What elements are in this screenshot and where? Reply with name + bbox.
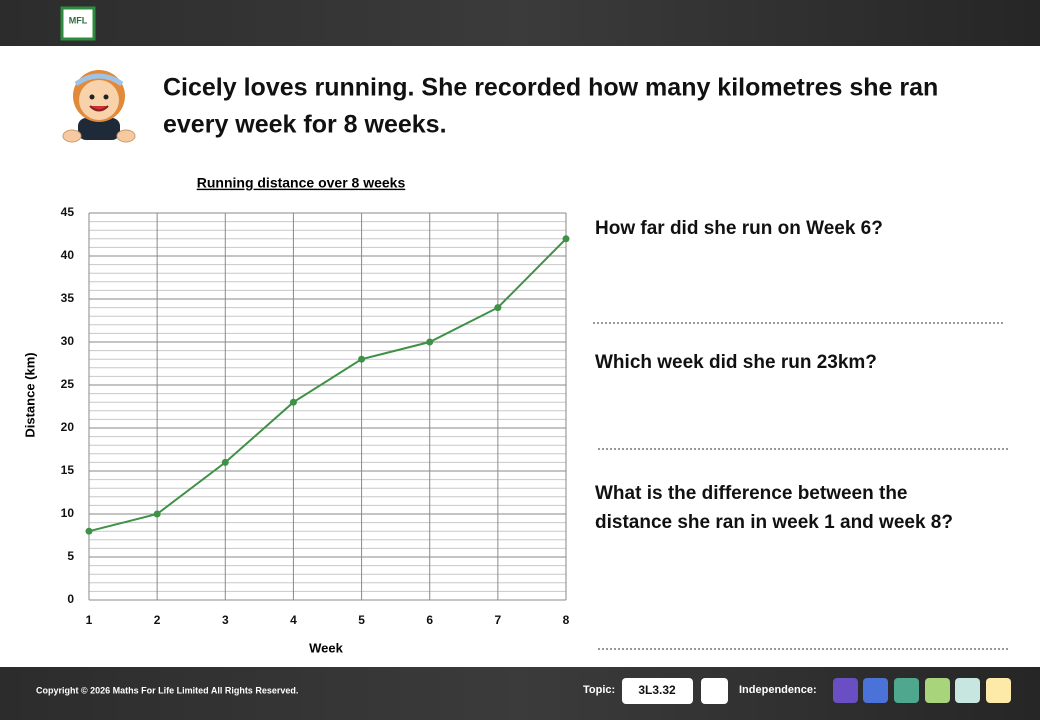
topic-label: Topic: — [583, 684, 615, 696]
intro-line: Cicely loves running. She recorded how m… — [163, 74, 938, 102]
question: distance she ran in week 1 and week 8? — [595, 512, 953, 533]
logo — [60, 6, 96, 41]
data-point — [289, 398, 297, 406]
copyright: Copyright © 2026 Maths For Life Limited … — [36, 685, 298, 695]
topic-box — [622, 678, 693, 704]
independence-square[interactable] — [863, 678, 888, 703]
line-chart: Running distance over 8 weeks Week Dista… — [22, 175, 569, 656]
question: Which week did she run 23km? — [595, 352, 877, 373]
question: What is the difference between the — [595, 483, 908, 504]
x-axis-label: Week — [309, 640, 343, 655]
y-tick-label: 40 — [61, 248, 75, 262]
independence-label: Independence: — [739, 684, 817, 696]
y-tick-label: 30 — [61, 334, 75, 348]
logo-text: MFL — [69, 15, 88, 25]
topic-code: 3L3.32 — [638, 683, 676, 697]
x-tick-label: 8 — [563, 613, 570, 627]
x-tick-label: 6 — [426, 613, 433, 627]
x-tick-label: 1 — [86, 613, 93, 627]
chart-title: Running distance over 8 weeks — [197, 175, 406, 191]
y-axis-label: Distance (km) — [22, 352, 37, 437]
data-point — [426, 338, 434, 346]
x-tick-label: 3 — [222, 613, 229, 627]
x-tick-label: 7 — [495, 613, 502, 627]
y-tick-label: 25 — [61, 377, 75, 391]
data-point — [562, 235, 570, 243]
intro-line: every week for 8 weeks. — [163, 111, 447, 139]
data-point — [153, 510, 161, 518]
top-bar — [0, 0, 1040, 46]
independence-square[interactable] — [925, 678, 950, 703]
y-tick-label: 15 — [61, 463, 75, 477]
y-tick-label: 10 — [61, 506, 75, 520]
independence-square[interactable] — [894, 678, 919, 703]
data-point — [494, 304, 502, 312]
x-tick-label: 2 — [154, 613, 161, 627]
y-tick-label: 20 — [61, 420, 75, 434]
avatar — [62, 70, 136, 143]
question: How far did she run on Week 6? — [595, 218, 883, 239]
data-point — [358, 355, 366, 363]
independence-square[interactable] — [955, 678, 980, 703]
data-point — [85, 527, 93, 535]
blank-box — [701, 678, 728, 704]
data-point — [221, 458, 229, 466]
x-tick-label: 4 — [290, 613, 297, 627]
y-tick-label: 5 — [67, 549, 74, 563]
y-tick-label: 45 — [61, 205, 75, 219]
independence-square[interactable] — [833, 678, 858, 703]
y-tick-label: 0 — [67, 592, 74, 606]
y-tick-label: 35 — [61, 291, 75, 305]
x-tick-label: 5 — [358, 613, 365, 627]
data-line — [88, 238, 567, 533]
independence-square[interactable] — [986, 678, 1011, 703]
